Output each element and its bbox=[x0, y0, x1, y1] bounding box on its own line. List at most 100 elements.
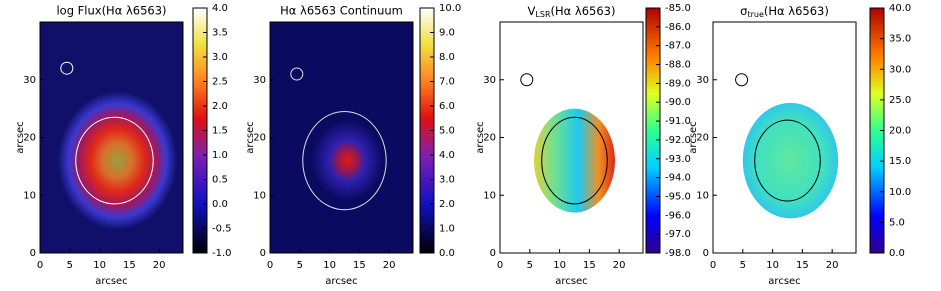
y-tick-label: 30 bbox=[23, 75, 36, 86]
x-tick-label: 20 bbox=[613, 260, 626, 271]
map bbox=[40, 22, 183, 253]
x-tick-label: 15 bbox=[353, 260, 366, 271]
y-tick-label: 10 bbox=[696, 190, 709, 201]
y-tick-label: 30 bbox=[696, 75, 709, 86]
colorbar-tick-label: 0.5 bbox=[212, 175, 228, 186]
colorbar-tick-label: -87.0 bbox=[665, 41, 691, 52]
colorbar-tick-label: 35.0 bbox=[889, 34, 911, 45]
colorbar-tick-label: 3.5 bbox=[212, 28, 228, 39]
x-axis-label: arcsec bbox=[768, 276, 800, 287]
colorbar-tick-label: -0.5 bbox=[212, 224, 232, 235]
x-tick-label: 10 bbox=[323, 260, 336, 271]
contour bbox=[541, 116, 608, 205]
colorbar-tick-label: 1.0 bbox=[439, 224, 455, 235]
contour bbox=[75, 116, 154, 205]
y-tick-label: 0 bbox=[490, 248, 496, 259]
emission-blob bbox=[742, 102, 839, 219]
contour-small bbox=[520, 73, 534, 87]
y-axis-label: arcsec bbox=[688, 121, 699, 153]
contour bbox=[754, 119, 821, 202]
x-tick-label: 20 bbox=[153, 260, 166, 271]
colorbar-tick-label: 2.5 bbox=[212, 77, 228, 88]
x-tick-label: 0 bbox=[37, 260, 43, 271]
contour-small bbox=[290, 67, 304, 81]
x-tick-label: 20 bbox=[383, 260, 396, 271]
contour-small bbox=[60, 61, 74, 75]
colorbar-tick-label: 0.0 bbox=[439, 248, 455, 259]
y-tick-label: 10 bbox=[253, 190, 266, 201]
panel-title: log Flux(Hα λ6563) bbox=[56, 4, 166, 18]
colorbar-tick-label: 30.0 bbox=[889, 64, 911, 75]
y-tick-label: 10 bbox=[483, 190, 496, 201]
x-tick-label: 0 bbox=[710, 260, 716, 271]
y-tick-label: 0 bbox=[260, 248, 266, 259]
colorbar-tick-label: 40.0 bbox=[889, 3, 911, 14]
emission-blob bbox=[533, 108, 615, 213]
colorbar-tick-label: -1.0 bbox=[212, 248, 232, 259]
y-tick-label: 20 bbox=[253, 133, 266, 144]
colorbar-tick-label: 0.0 bbox=[889, 248, 905, 259]
title-symbol: σ bbox=[740, 4, 747, 18]
colorbar-tick-label: -96.0 bbox=[665, 210, 691, 221]
colorbar-tick-label: -90.0 bbox=[665, 97, 691, 108]
colorbar-tick-label: 2.0 bbox=[212, 101, 228, 112]
colorbar-tick-label: 4.0 bbox=[439, 150, 455, 161]
colorbar-tick-label: -93.0 bbox=[665, 154, 691, 165]
title-subscript: true bbox=[747, 10, 763, 19]
colorbar-tick-label: 7.0 bbox=[439, 77, 455, 88]
colorbar-tick-label: -88.0 bbox=[665, 60, 691, 71]
map bbox=[270, 22, 413, 253]
x-tick-label: 0 bbox=[267, 260, 273, 271]
colorbar-tick-label: -97.0 bbox=[665, 229, 691, 240]
y-tick-label: 20 bbox=[23, 133, 36, 144]
y-axis-label: arcsec bbox=[475, 121, 486, 153]
x-tick-label: 15 bbox=[796, 260, 809, 271]
title-rest: (Hα λ6563) bbox=[551, 4, 616, 18]
x-tick-label: 0 bbox=[497, 260, 503, 271]
y-tick-label: 20 bbox=[483, 133, 496, 144]
colorbar-tick-label: 5.0 bbox=[889, 217, 905, 228]
title-subscript: LSR bbox=[535, 10, 551, 19]
title-symbol: V bbox=[528, 4, 536, 18]
y-tick-label: 30 bbox=[253, 75, 266, 86]
colorbar-tick-label: -95.0 bbox=[665, 191, 691, 202]
colorbar-tick-label: 6.0 bbox=[439, 101, 455, 112]
colorbar-tick-label: -85.0 bbox=[665, 3, 691, 14]
x-axis-label: arcsec bbox=[325, 276, 357, 287]
colorbar-tick-label: 2.0 bbox=[439, 199, 455, 210]
panel-title: Hα λ6563 Continuum bbox=[280, 4, 403, 18]
y-axis-label: arcsec bbox=[245, 121, 256, 153]
map bbox=[713, 22, 856, 253]
colorbar-tick-label: 9.0 bbox=[439, 28, 455, 39]
x-tick-label: 5 bbox=[527, 260, 533, 271]
map bbox=[500, 22, 643, 253]
x-axis-label: arcsec bbox=[95, 276, 127, 287]
colorbar-tick-label: 0.0 bbox=[212, 199, 228, 210]
x-tick-label: 10 bbox=[553, 260, 566, 271]
colorbar-tick-label: 3.0 bbox=[212, 52, 228, 63]
x-tick-label: 5 bbox=[740, 260, 746, 271]
colorbar-tick-label: -92.0 bbox=[665, 135, 691, 146]
colorbar-tick-label: -94.0 bbox=[665, 173, 691, 184]
x-tick-label: 15 bbox=[123, 260, 136, 271]
x-tick-label: 5 bbox=[297, 260, 303, 271]
title-rest: (Hα λ6563) bbox=[764, 4, 829, 18]
y-tick-label: 30 bbox=[483, 75, 496, 86]
emission-blob bbox=[311, 120, 384, 202]
y-axis-label: arcsec bbox=[15, 121, 26, 153]
colorbar-tick-label: 4.0 bbox=[212, 3, 228, 14]
colorbar-tick-label: 1.5 bbox=[212, 126, 228, 137]
x-axis-label: arcsec bbox=[555, 276, 587, 287]
colorbar-tick-label: 3.0 bbox=[439, 175, 455, 186]
colorbar-tick-label: -89.0 bbox=[665, 78, 691, 89]
contour-small bbox=[735, 73, 749, 87]
contour bbox=[302, 111, 387, 211]
x-tick-label: 5 bbox=[67, 260, 73, 271]
y-tick-label: 10 bbox=[23, 190, 36, 201]
colorbar-tick-label: 8.0 bbox=[439, 52, 455, 63]
colorbar-tick-label: -98.0 bbox=[665, 248, 691, 259]
colorbar-tick-label: 1.0 bbox=[212, 150, 228, 161]
colorbar-tick-label: -91.0 bbox=[665, 116, 691, 127]
y-tick-label: 0 bbox=[30, 248, 36, 259]
